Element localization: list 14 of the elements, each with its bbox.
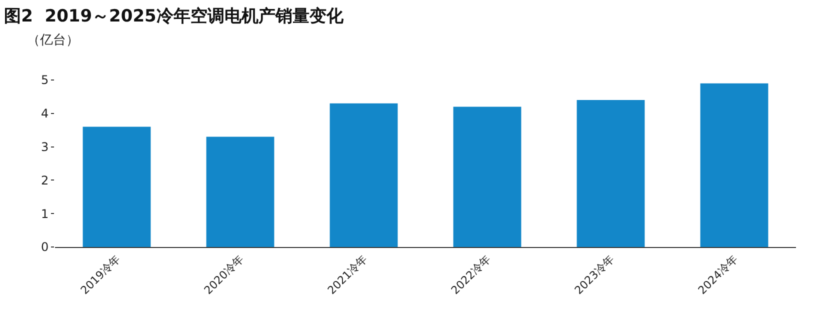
y-tick-label: 3	[40, 140, 49, 154]
y-tick-label: 2	[40, 173, 49, 188]
bar	[576, 100, 645, 247]
bar	[700, 83, 768, 247]
bar	[206, 136, 274, 247]
y-tick-label: 5	[40, 73, 49, 88]
bar	[453, 106, 522, 247]
chart-title: 图2 2019～2025冷年空调电机产销量变化	[4, 6, 344, 27]
y-tick-label: 0	[40, 240, 49, 254]
bar	[330, 103, 398, 247]
y-tick-label: 4	[40, 106, 49, 121]
y-axis-title: （亿台）	[27, 33, 79, 48]
y-tick-label: 1	[40, 206, 49, 221]
bar	[82, 126, 151, 247]
